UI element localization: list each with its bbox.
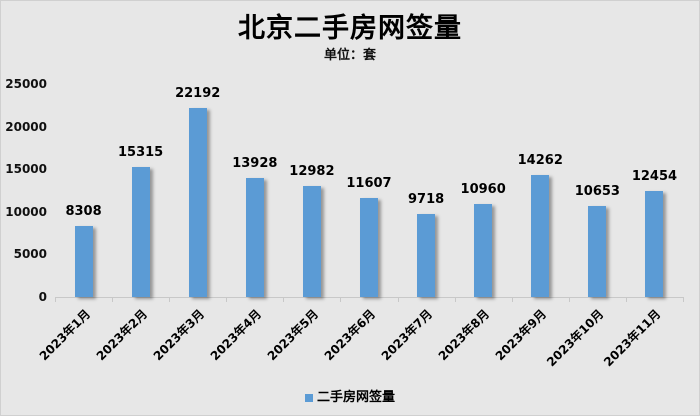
bar[interactable] (588, 206, 607, 297)
x-tick-mark (454, 297, 456, 302)
bar[interactable] (74, 226, 93, 297)
legend-label: 二手房网签量 (316, 390, 395, 405)
bar-value-label: 22192 (175, 85, 221, 101)
x-axis-line (55, 297, 683, 298)
bar[interactable] (417, 214, 436, 297)
bar-value-label: 10960 (460, 181, 506, 197)
x-tick-mark (340, 297, 342, 302)
bar[interactable] (360, 198, 378, 297)
y-tick-label: 5000 (13, 247, 47, 262)
bar[interactable] (302, 186, 321, 297)
bar[interactable] (245, 178, 264, 297)
chart-subtitle: 单位：套 (323, 48, 376, 63)
chart-title: 北京二手房网签量 (238, 13, 462, 44)
bar[interactable] (474, 203, 493, 297)
y-tick-label: 15000 (5, 162, 47, 177)
x-tick-mark (112, 297, 114, 302)
bar[interactable] (188, 107, 207, 297)
x-tick-mark (55, 297, 56, 302)
x-tick-mark (397, 297, 399, 302)
bar-value-label: 9718 (407, 192, 445, 208)
bar[interactable] (645, 190, 664, 297)
bar[interactable] (531, 175, 550, 297)
x-tick-mark (169, 297, 171, 302)
x-tick-mark (683, 297, 684, 302)
bar-value-label: 15315 (118, 144, 164, 160)
bar-value-label: 8308 (65, 204, 102, 220)
x-tick-mark (625, 297, 627, 302)
legend: 二手房网签量 (0, 386, 700, 405)
bar-value-label: 11607 (346, 176, 392, 192)
y-tick-label: 10000 (5, 204, 47, 219)
bar-value-label: 12982 (289, 164, 335, 180)
bar-value-label: 14262 (517, 153, 563, 169)
bar-value-label: 13928 (232, 156, 278, 172)
x-tick-mark (283, 297, 285, 302)
bar[interactable] (131, 166, 150, 297)
y-tick-label: 0 (38, 290, 47, 304)
y-tick-label: 25000 (5, 77, 47, 91)
x-tick-mark (568, 297, 570, 302)
x-tick-mark (226, 297, 228, 302)
legend-swatch-icon (304, 393, 313, 402)
y-tick-label: 20000 (5, 119, 47, 134)
bar-value-label: 12454 (631, 168, 678, 184)
bar-value-label: 10653 (574, 184, 620, 200)
x-tick-mark (511, 297, 513, 302)
